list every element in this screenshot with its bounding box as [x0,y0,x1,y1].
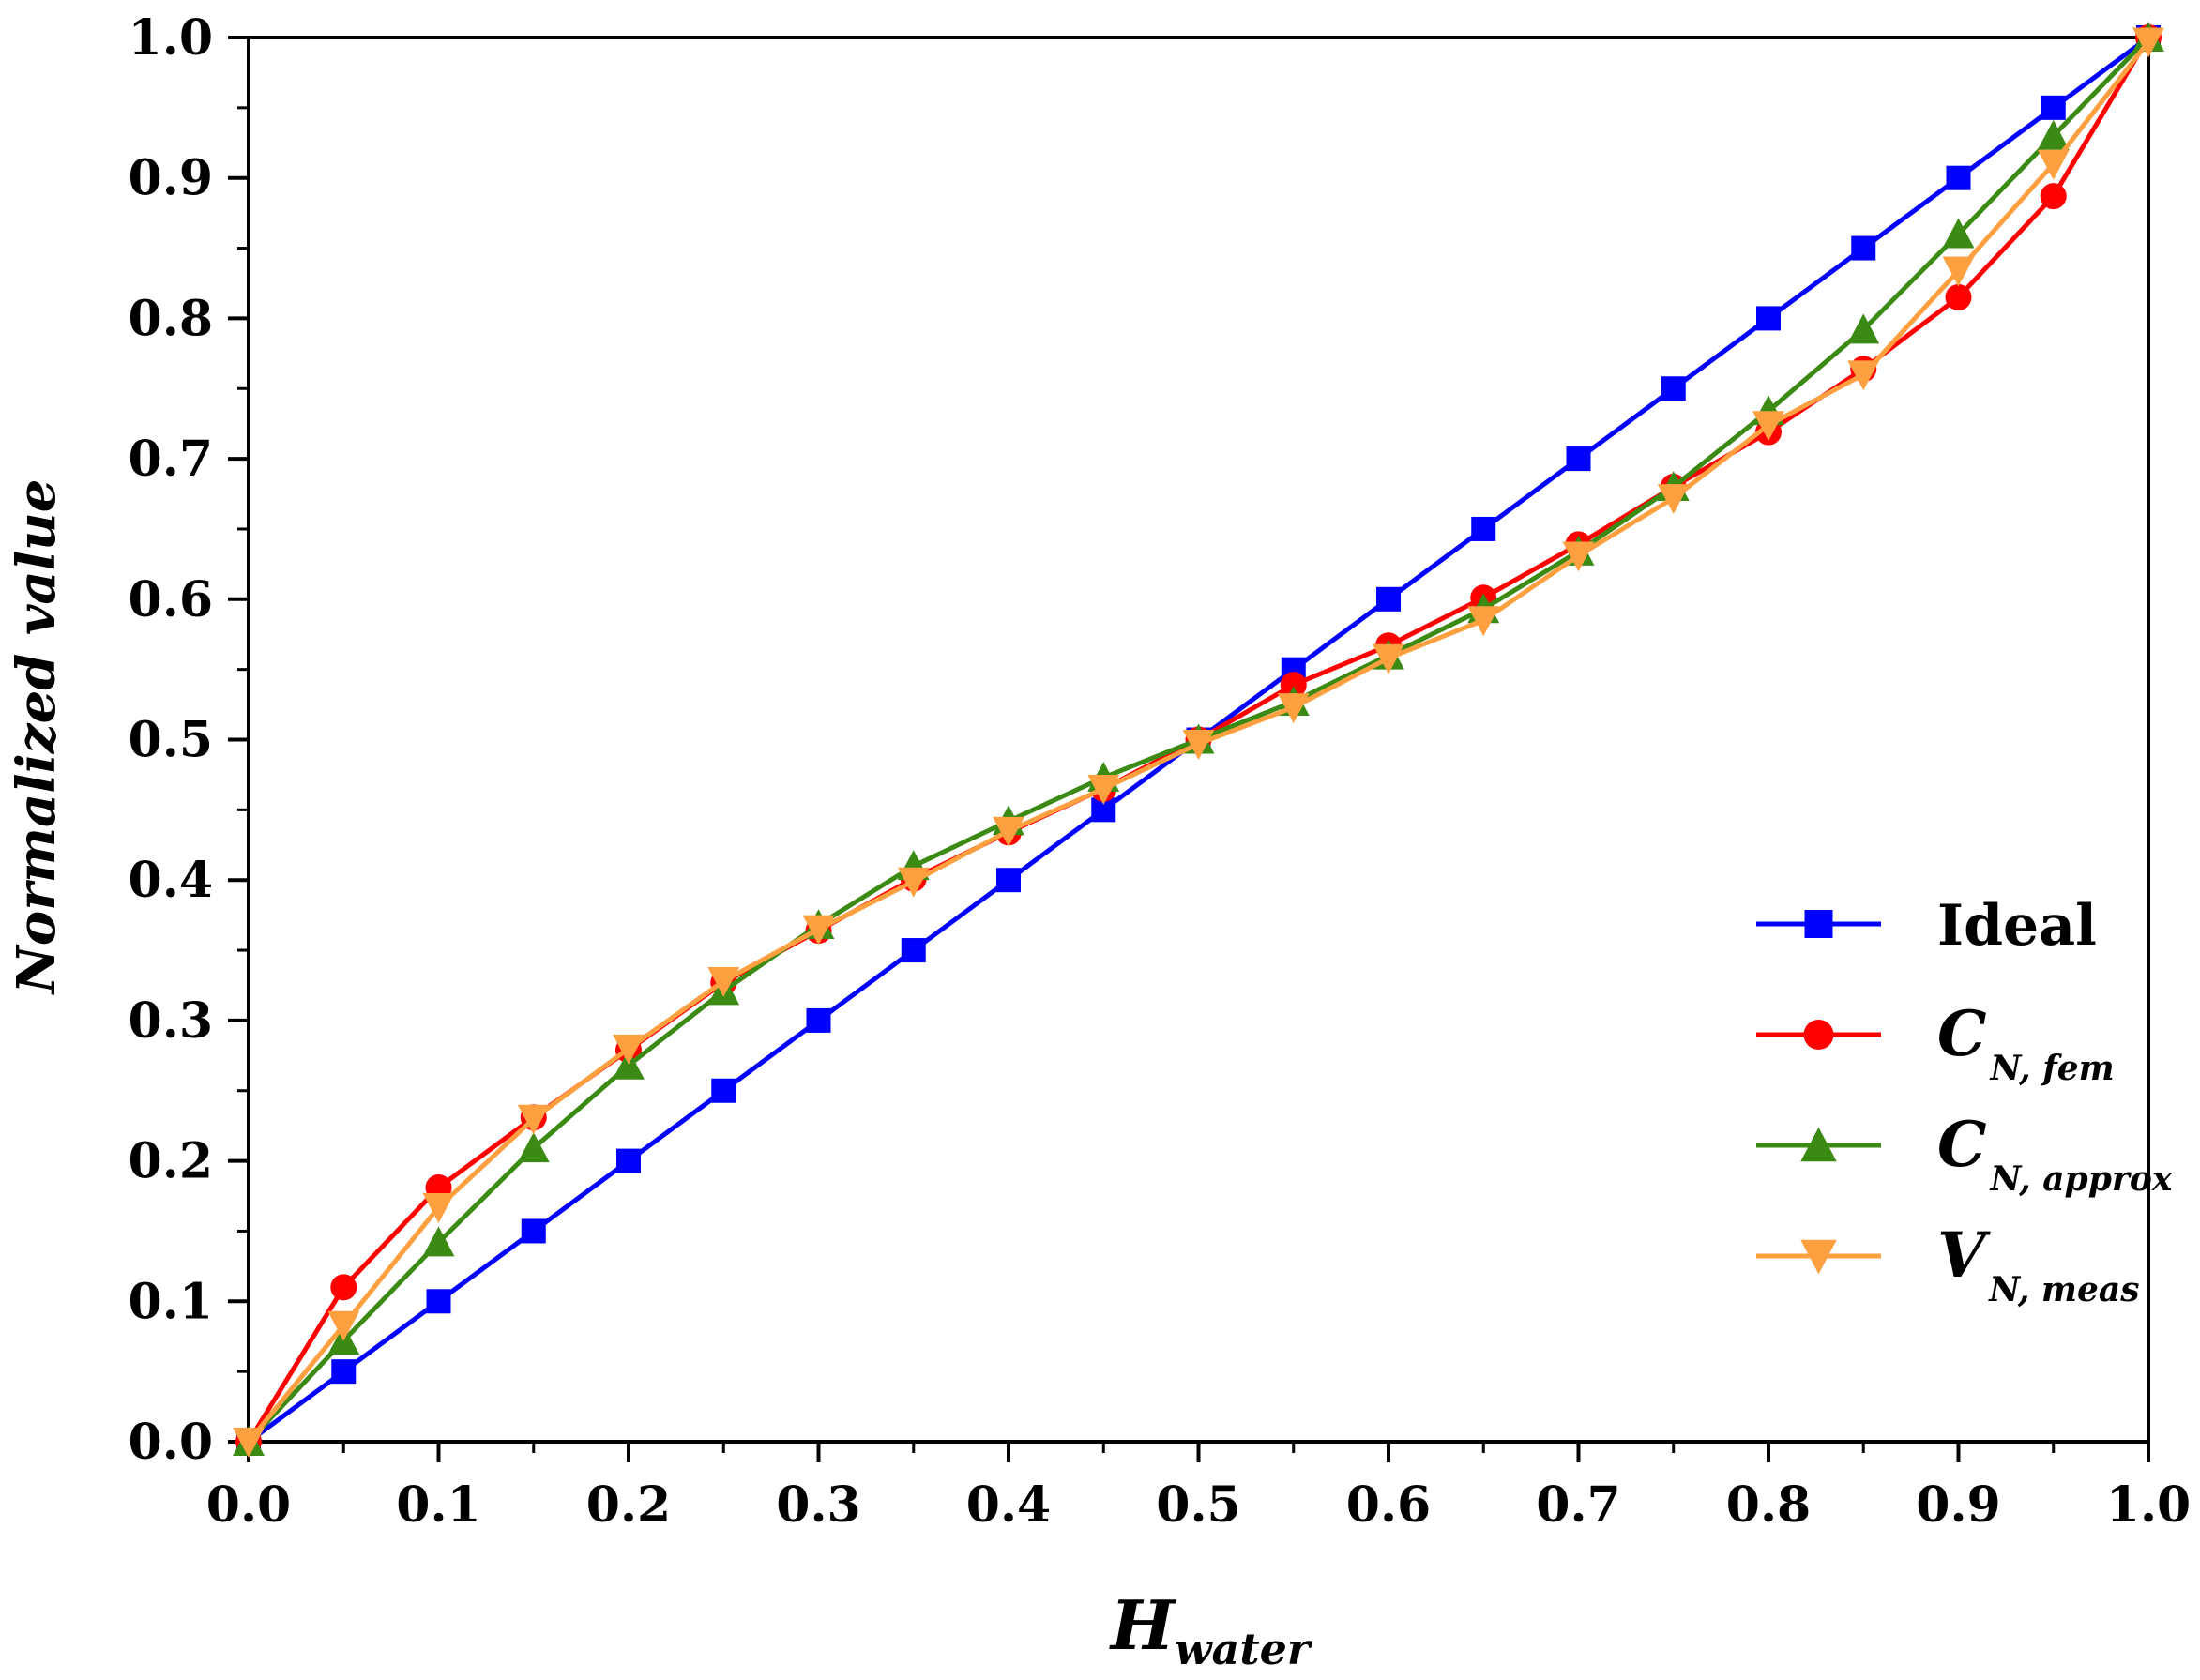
y-tick-label: 0.6 [129,571,213,628]
data-point-c-n-fem [1945,283,1972,310]
data-point-ideal [1566,446,1591,472]
x-axis-title-sub: water [1175,1624,1313,1674]
data-point-v-n-meas [233,1428,265,1458]
data-point-ideal [616,1148,641,1173]
legend-label: V N, meas [1937,1218,2139,1309]
y-tick-label: 0.3 [129,992,213,1050]
legend-label: Ideal [1937,893,2097,959]
legend-item-v-n-meas: V N, meas [1756,1218,2139,1309]
data-point-ideal [1946,165,1971,190]
data-point-ideal [1661,376,1686,401]
y-tick-label: 0.0 [129,1414,213,1471]
data-point-v-n-meas [1752,411,1784,442]
data-point-v-n-meas [327,1310,360,1341]
y-tick-label: 0.8 [129,290,213,347]
data-point-v-n-meas [1847,360,1880,391]
y-axis-title: Normalized value [6,479,68,996]
y-tick-label: 0.7 [129,431,213,488]
data-point-c-n-approx [422,1226,455,1257]
data-point-ideal [1756,306,1781,331]
data-point-v-n-meas [1657,484,1690,514]
legend-label: C N, approx [1937,1108,2173,1199]
y-tick-label: 0.9 [129,150,213,207]
x-tick-label: 0.6 [1346,1476,1431,1534]
data-point-v-n-meas [993,816,1024,847]
data-point-ideal [521,1218,546,1244]
x-tick-label: 0.5 [1156,1476,1240,1534]
data-point-ideal [996,868,1021,893]
data-point-ideal [711,1078,736,1103]
x-tick-label: 0.8 [1726,1476,1811,1534]
x-tick-label: 0.2 [586,1476,671,1534]
data-point-c-n-approx [1942,218,1975,249]
y-tick-label: 1.0 [129,9,213,67]
data-point-v-n-meas [1942,256,1975,287]
data-point-c-n-approx [1847,313,1880,344]
legend-item-ideal: Ideal [1756,893,2097,959]
series-v-n-meas [233,27,2164,1458]
x-tick-label: 0.9 [1916,1476,2000,1534]
data-point-ideal [901,938,926,963]
x-tick-label: 0.4 [966,1476,1051,1534]
y-tick-label: 0.4 [129,852,213,909]
data-point-ideal [1376,586,1401,612]
data-point-ideal [331,1359,357,1385]
data-point-v-n-meas [1467,606,1500,637]
data-point-c-n-fem [1280,672,1307,699]
data-point-ideal [1851,235,1876,261]
data-point-c-n-approx [613,1049,645,1080]
x-tick-label: 0.1 [396,1476,480,1534]
y-tick-label: 0.5 [129,712,213,769]
legend-swatch-marker [1800,1127,1837,1162]
legend: Ideal C N, fem C N, approx V N, meas [1756,893,2173,1309]
axes-frame: 0.0 0.1 0.2 0.3 0.4 0.5 0.6 0.7 0.8 0.9 1.0 0.0 0.1 0… [129,9,2192,1534]
plot-area [233,22,2164,1458]
data-point-v-n-meas [1182,730,1215,760]
data-point-ideal [426,1289,451,1314]
y-tick-label: 0.1 [129,1273,213,1330]
legend-item-c-n-fem: C N, fem [1756,997,2115,1088]
data-point-v-n-meas [2037,149,2070,180]
x-tick-label: 0.3 [776,1476,860,1534]
data-point-c-n-fem [2040,183,2067,210]
data-point-ideal [806,1007,831,1033]
legend-item-c-n-approx: C N, approx [1756,1108,2173,1199]
data-point-v-n-meas [1373,643,1404,674]
data-point-v-n-meas [517,1104,550,1135]
y-tick-label: 0.2 [129,1133,213,1190]
legend-label: C N, fem [1937,997,2115,1088]
x-tick-label: 1.0 [2106,1476,2191,1534]
x-axis-title: Hwater [1109,1585,1313,1674]
data-point-c-n-fem [330,1274,357,1301]
legend-swatch-marker [1800,1239,1837,1275]
data-point-v-n-meas [897,867,930,898]
data-point-v-n-meas [802,915,835,946]
data-point-v-n-meas [1087,774,1120,805]
x-axis-title-main: H [1109,1585,1176,1665]
data-point-v-n-meas [2132,27,2164,58]
x-tick-label: 0.7 [1536,1476,1620,1534]
data-point-v-n-meas [1562,541,1595,572]
data-point-c-n-approx [2037,119,2070,150]
data-point-v-n-meas [422,1193,455,1223]
legend-swatch-marker [1803,1020,1834,1050]
data-point-v-n-meas [1277,693,1310,724]
data-point-ideal [2041,95,2066,120]
data-point-ideal [1471,516,1496,541]
data-point-v-n-meas [613,1034,645,1065]
x-tick-label: 0.0 [206,1476,291,1534]
data-point-v-n-meas [707,967,740,997]
legend-swatch-marker [1804,910,1833,938]
data-point-c-n-approx [517,1132,550,1163]
